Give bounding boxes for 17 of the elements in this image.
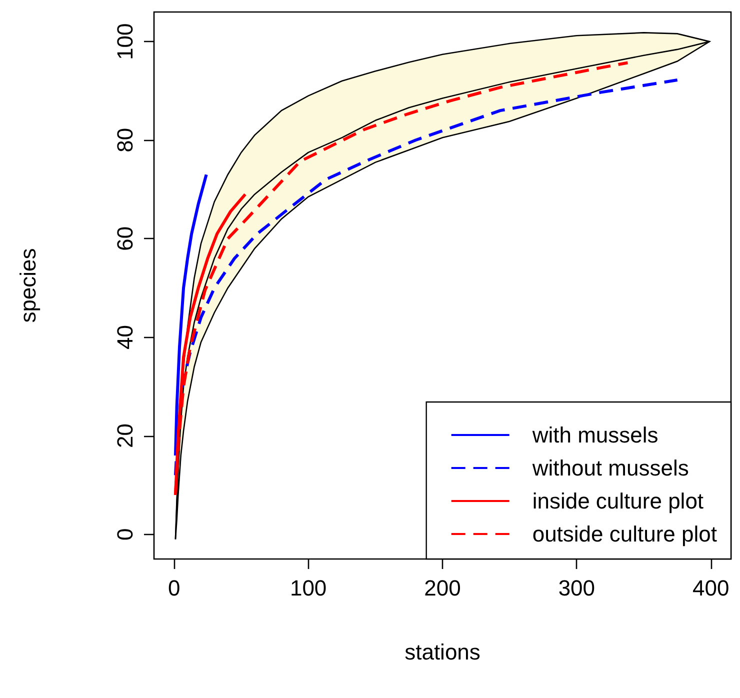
x-tick-label: 200 bbox=[424, 576, 461, 600]
x-axis-title: stations bbox=[404, 640, 480, 664]
legend-label: inside culture plot bbox=[532, 488, 704, 514]
y-tick-label: 80 bbox=[112, 128, 138, 152]
x-tick-label: 300 bbox=[558, 576, 596, 600]
legend-label: without mussels bbox=[531, 456, 689, 480]
y-tick-label: 40 bbox=[112, 325, 138, 350]
x-tick-label: 400 bbox=[692, 576, 730, 600]
x-tick-label: 100 bbox=[290, 576, 327, 600]
x-tick-label: 0 bbox=[168, 576, 180, 600]
y-tick-label: 100 bbox=[112, 23, 138, 60]
legend-label: with mussels bbox=[531, 422, 658, 448]
y-axis-title: species bbox=[16, 248, 40, 323]
y-tick-label: 60 bbox=[112, 226, 138, 251]
legend-label: outside culture plot bbox=[532, 522, 718, 546]
y-tick-label: 0 bbox=[112, 528, 138, 540]
y-tick-label: 20 bbox=[112, 424, 138, 448]
